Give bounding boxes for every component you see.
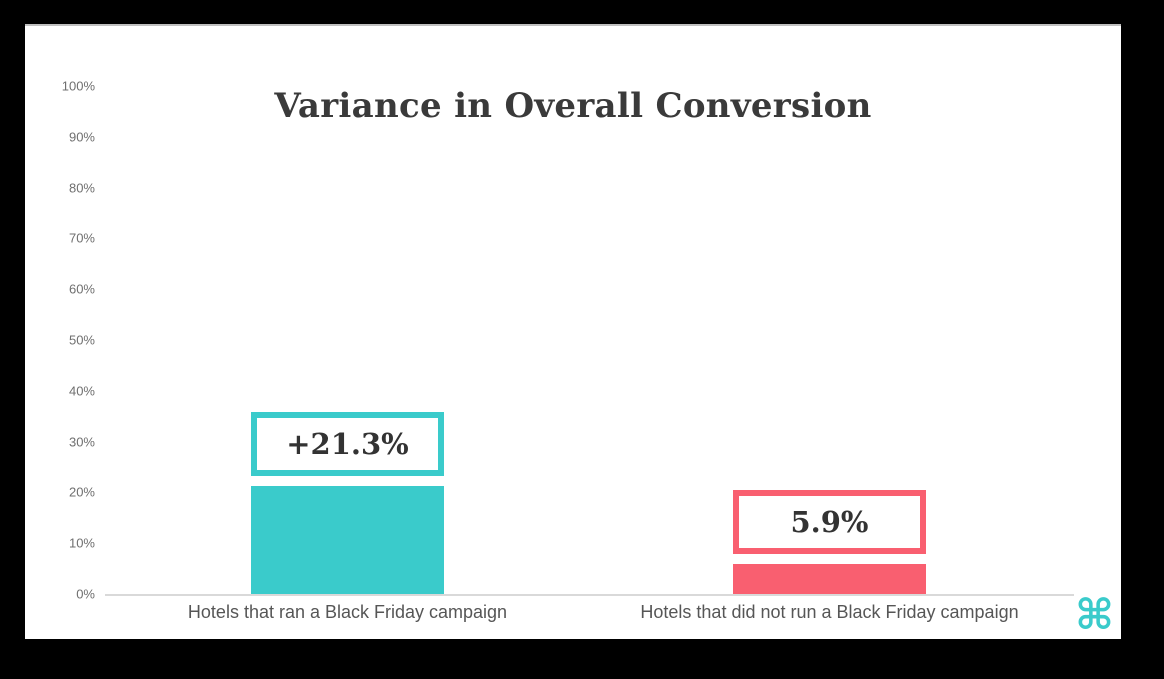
value-callout: 5.9% [733,490,926,554]
value-callout: +21.3% [251,412,444,476]
y-tick-label: 80% [68,180,95,196]
y-tick-label: 60% [68,281,95,297]
plot-area: +21.3% Hotels that ran a Black Friday cam… [25,24,1121,639]
x-axis-baseline [105,594,1074,596]
y-tick-label: 90% [68,129,95,145]
y-tick-label: 0% [76,586,95,602]
y-tick-label: 10% [68,535,95,551]
y-tick-label: 30% [68,434,95,450]
value-label: 5.9% [790,505,869,539]
y-tick-label: 100% [61,78,95,94]
y-tick-label: 20% [68,484,95,500]
brand-logo-icon: ⌘ [1075,590,1114,639]
bar [251,486,444,594]
bar [733,564,926,594]
y-axis: 100% 90% 80% 70% 60% 50% 40% 30% 20% 10% 0% [25,24,95,639]
y-tick-label: 70% [68,230,95,246]
y-tick-label: 50% [68,332,95,348]
y-tick-label: 40% [68,383,95,399]
value-label: +21.3% [286,427,409,461]
category-label: Hotels that did not run a Black Friday c… [640,602,1019,622]
chart-panel: Variance in Overall Conversion 100% 90% 80… [25,24,1121,639]
chart-title: Variance in Overall Conversion [274,86,872,126]
category-label: Hotels that ran a Black Friday campaign [187,602,508,622]
